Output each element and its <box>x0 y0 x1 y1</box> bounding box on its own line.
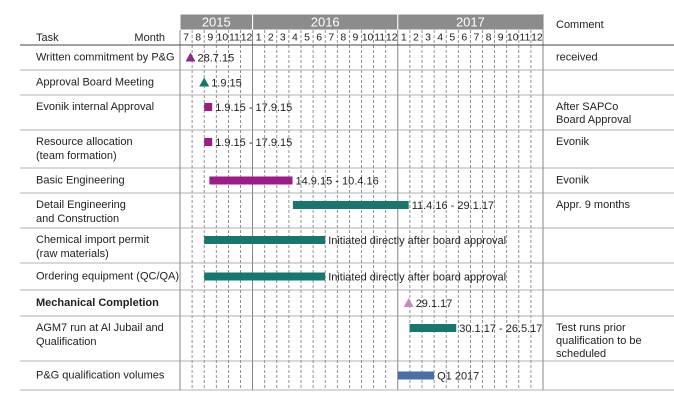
month-header: Month <box>134 32 165 44</box>
bar-label: Initiated directly after board approval <box>328 271 506 283</box>
task-name: Ordering equipment (QC/QA) <box>36 270 179 282</box>
month-label: 2 <box>413 31 419 43</box>
milestone <box>185 52 196 62</box>
task-name: and Construction <box>36 213 119 225</box>
bar-label: 1.9.15 <box>211 77 242 89</box>
comment: qualification to be <box>556 335 642 347</box>
bar-label: Initiated directly after board approval <box>328 235 506 247</box>
bar-label: 11.4.16 - 29.1.17 <box>412 200 494 212</box>
bar-label: 28.7.15 <box>198 52 235 64</box>
month-label: 1 <box>256 31 262 43</box>
task-name: Basic Engineering <box>36 174 125 186</box>
comment: Test runs prior <box>556 322 626 334</box>
task-bar <box>204 272 326 281</box>
comment-header: Comment <box>556 19 604 31</box>
task-bar <box>209 176 293 185</box>
month-label: 6 <box>316 31 322 43</box>
bar-label: Q1 2017 <box>437 370 479 382</box>
task-bar <box>204 138 213 146</box>
milestone <box>199 77 210 87</box>
month-label: 1 <box>401 31 407 43</box>
task-name: P&G qualification volumes <box>36 369 165 381</box>
month-label: 7 <box>183 31 189 43</box>
comment: received <box>556 51 598 63</box>
month-label: 12 <box>241 31 253 43</box>
comment: Board Approval <box>556 114 631 126</box>
month-label: 11 <box>519 31 530 43</box>
month-label: 2 <box>268 31 274 43</box>
year-label: 2015 <box>202 14 231 29</box>
bar-label: 1.9.15 - 17.9.15 <box>215 102 292 114</box>
month-label: 5 <box>449 31 455 43</box>
task-bar <box>397 371 435 380</box>
month-label: 9 <box>498 31 504 43</box>
comment: Evonik <box>556 136 590 148</box>
task-bar <box>204 103 213 111</box>
bar-label: 29.1.17 <box>416 298 453 310</box>
task-name: Mechanical Completion <box>36 297 159 309</box>
month-label: 8 <box>195 31 201 43</box>
task-name: AGM7 run at Al Jubail and <box>36 322 164 334</box>
month-label: 12 <box>531 31 543 43</box>
bar-label: 1.9.15 - 17.9.15 <box>215 137 292 149</box>
month-label: 10 <box>362 31 374 43</box>
bar-label: 30.1.17 - 26.5.17 <box>459 323 542 335</box>
month-label: 7 <box>328 31 334 43</box>
month-label: 3 <box>280 31 286 43</box>
task-name: (team formation) <box>36 150 117 162</box>
bar-label: 14.9.15 - 10.4.16 <box>296 175 379 187</box>
task-name: Approval Board Meeting <box>36 76 154 88</box>
month-label: 6 <box>461 31 467 43</box>
month-label: 4 <box>437 31 443 43</box>
task-bar <box>409 324 457 332</box>
task-bar <box>292 201 409 209</box>
task-name: Qualification <box>36 336 97 348</box>
month-label: 9 <box>353 31 359 43</box>
month-label: 12 <box>386 31 398 43</box>
month-label: 10 <box>507 31 519 43</box>
task-name: (raw materials) <box>36 248 109 260</box>
month-label: 8 <box>486 31 492 43</box>
month-label: 8 <box>340 31 346 43</box>
task-name: Chemical import permit <box>36 234 149 246</box>
task-name: Written commitment by P&G <box>36 51 175 63</box>
month-label: 10 <box>217 31 229 43</box>
comment: After SAPCo <box>556 101 618 113</box>
month-label: 7 <box>474 31 480 43</box>
comment: Appr. 9 months <box>556 199 630 211</box>
task-name: Evonik internal Approval <box>36 101 154 113</box>
month-label: 11 <box>229 31 240 43</box>
year-label: 2016 <box>311 14 340 29</box>
month-label: 5 <box>304 31 310 43</box>
month-label: 4 <box>292 31 298 43</box>
task-header: Task <box>36 32 59 44</box>
comment: Evonik <box>556 174 590 186</box>
task-name: Resource allocation <box>36 136 133 148</box>
month-label: 11 <box>374 31 385 43</box>
milestone <box>403 298 414 307</box>
comment: scheduled <box>556 348 606 360</box>
month-label: 3 <box>425 31 431 43</box>
year-label: 2017 <box>456 14 485 29</box>
task-name: Detail Engineering <box>36 199 126 211</box>
task-bar <box>204 236 326 244</box>
month-label: 9 <box>207 31 213 43</box>
